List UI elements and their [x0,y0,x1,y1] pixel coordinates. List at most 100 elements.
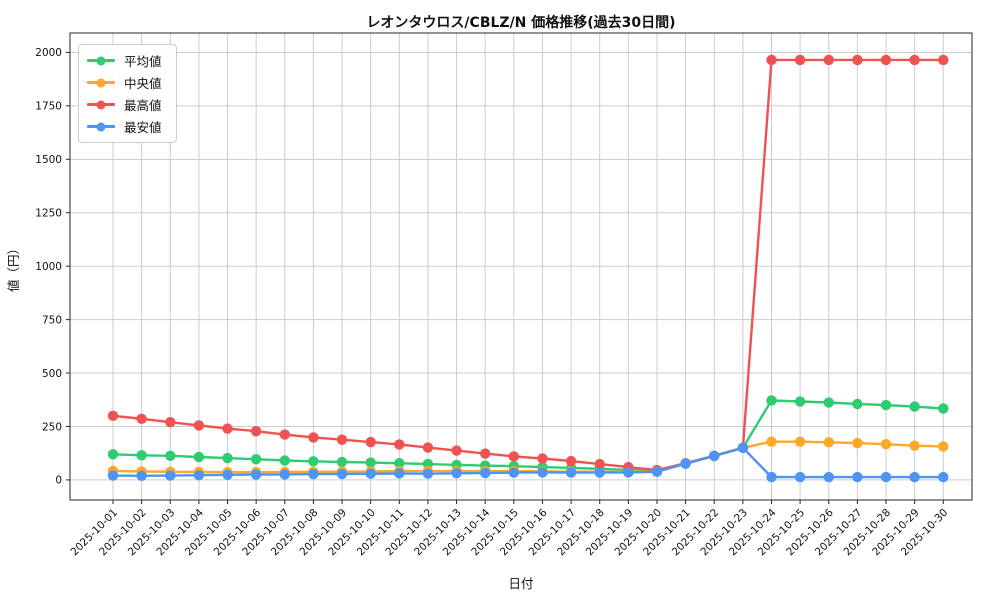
series-line [112,58,944,472]
data-point [565,467,577,478]
data-point [136,413,147,424]
data-point [107,410,119,421]
y-tick-label: 500 [42,368,62,380]
data-point [222,452,233,464]
series-line [112,399,944,472]
data-point [451,445,462,456]
legend-marker-icon [87,76,115,90]
data-point [222,469,233,480]
y-tick-label: 1000 [35,261,62,273]
data-point [508,451,519,462]
data-point [165,470,176,481]
data-point [880,439,892,450]
data-point [451,468,462,479]
data-point [279,429,290,440]
data-point [308,468,319,480]
data-point [938,441,949,452]
data-point [794,436,806,447]
data-point [107,470,119,481]
data-point [852,437,863,449]
legend: 平均値中央値最高値最安値 [78,44,177,143]
data-point [823,471,834,483]
data-point [794,396,806,407]
data-point [107,449,119,460]
data-point [250,454,262,465]
legend-item: 中央値 [87,73,162,92]
data-point [766,54,777,66]
data-point [165,450,176,461]
y-tick-label: 1750 [35,101,62,113]
data-point [909,471,920,483]
data-point [250,426,262,437]
data-point [422,468,434,479]
data-point [480,448,491,459]
data-point [394,458,405,469]
data-point [909,440,920,451]
data-point [852,398,863,410]
data-point [880,399,892,411]
data-point [651,466,663,477]
data-point [938,403,949,414]
y-tick-label: 1250 [35,208,62,220]
data-point [422,442,434,453]
data-point [250,469,262,480]
y-tick-label: 250 [42,421,62,433]
data-point [823,54,834,66]
y-tick-label: 2000 [35,47,62,59]
data-point [680,458,691,469]
data-point [766,395,777,406]
data-point [880,54,892,66]
data-point [823,437,834,448]
legend-label: 平均値 [124,54,162,69]
x-axis-label: 日付 [508,576,533,591]
legend-label: 中央値 [124,76,162,91]
legend-item: 最安値 [87,117,162,136]
data-point [308,432,319,443]
data-point [794,471,806,483]
data-point [709,450,720,462]
data-point [308,456,319,467]
data-point [880,471,892,483]
data-point [909,401,920,412]
legend-label: 最高値 [124,98,162,113]
data-point [594,467,605,478]
data-point [623,467,634,478]
legend-marker-icon [87,120,115,134]
legend-label: 最安値 [124,120,162,135]
data-point [938,54,949,66]
data-point [737,442,749,453]
data-point [336,434,348,445]
data-point [766,436,777,447]
data-point [193,451,205,463]
y-tick-label: 1500 [35,154,62,166]
data-point [794,54,806,66]
data-point [193,470,205,481]
data-series [107,54,949,483]
data-point [336,468,348,480]
data-point [365,468,376,479]
data-point [766,471,777,483]
data-point [394,468,405,479]
data-point [279,469,290,480]
data-point [508,467,519,478]
data-point [365,457,376,468]
legend-item: 最高値 [87,95,162,114]
data-point [565,455,577,467]
data-point [594,458,605,470]
data-point [136,470,147,481]
data-point [394,439,405,450]
legend-marker-icon [87,54,115,68]
y-axis-label: 値（円） [6,242,21,292]
data-point [222,423,233,434]
data-point [537,453,548,464]
y-tick-label: 750 [42,314,62,326]
data-point [537,467,548,478]
data-point [336,456,348,468]
data-point [852,54,863,66]
data-point [852,471,863,483]
data-point [823,397,834,408]
data-point [279,455,290,466]
data-point [938,471,949,483]
